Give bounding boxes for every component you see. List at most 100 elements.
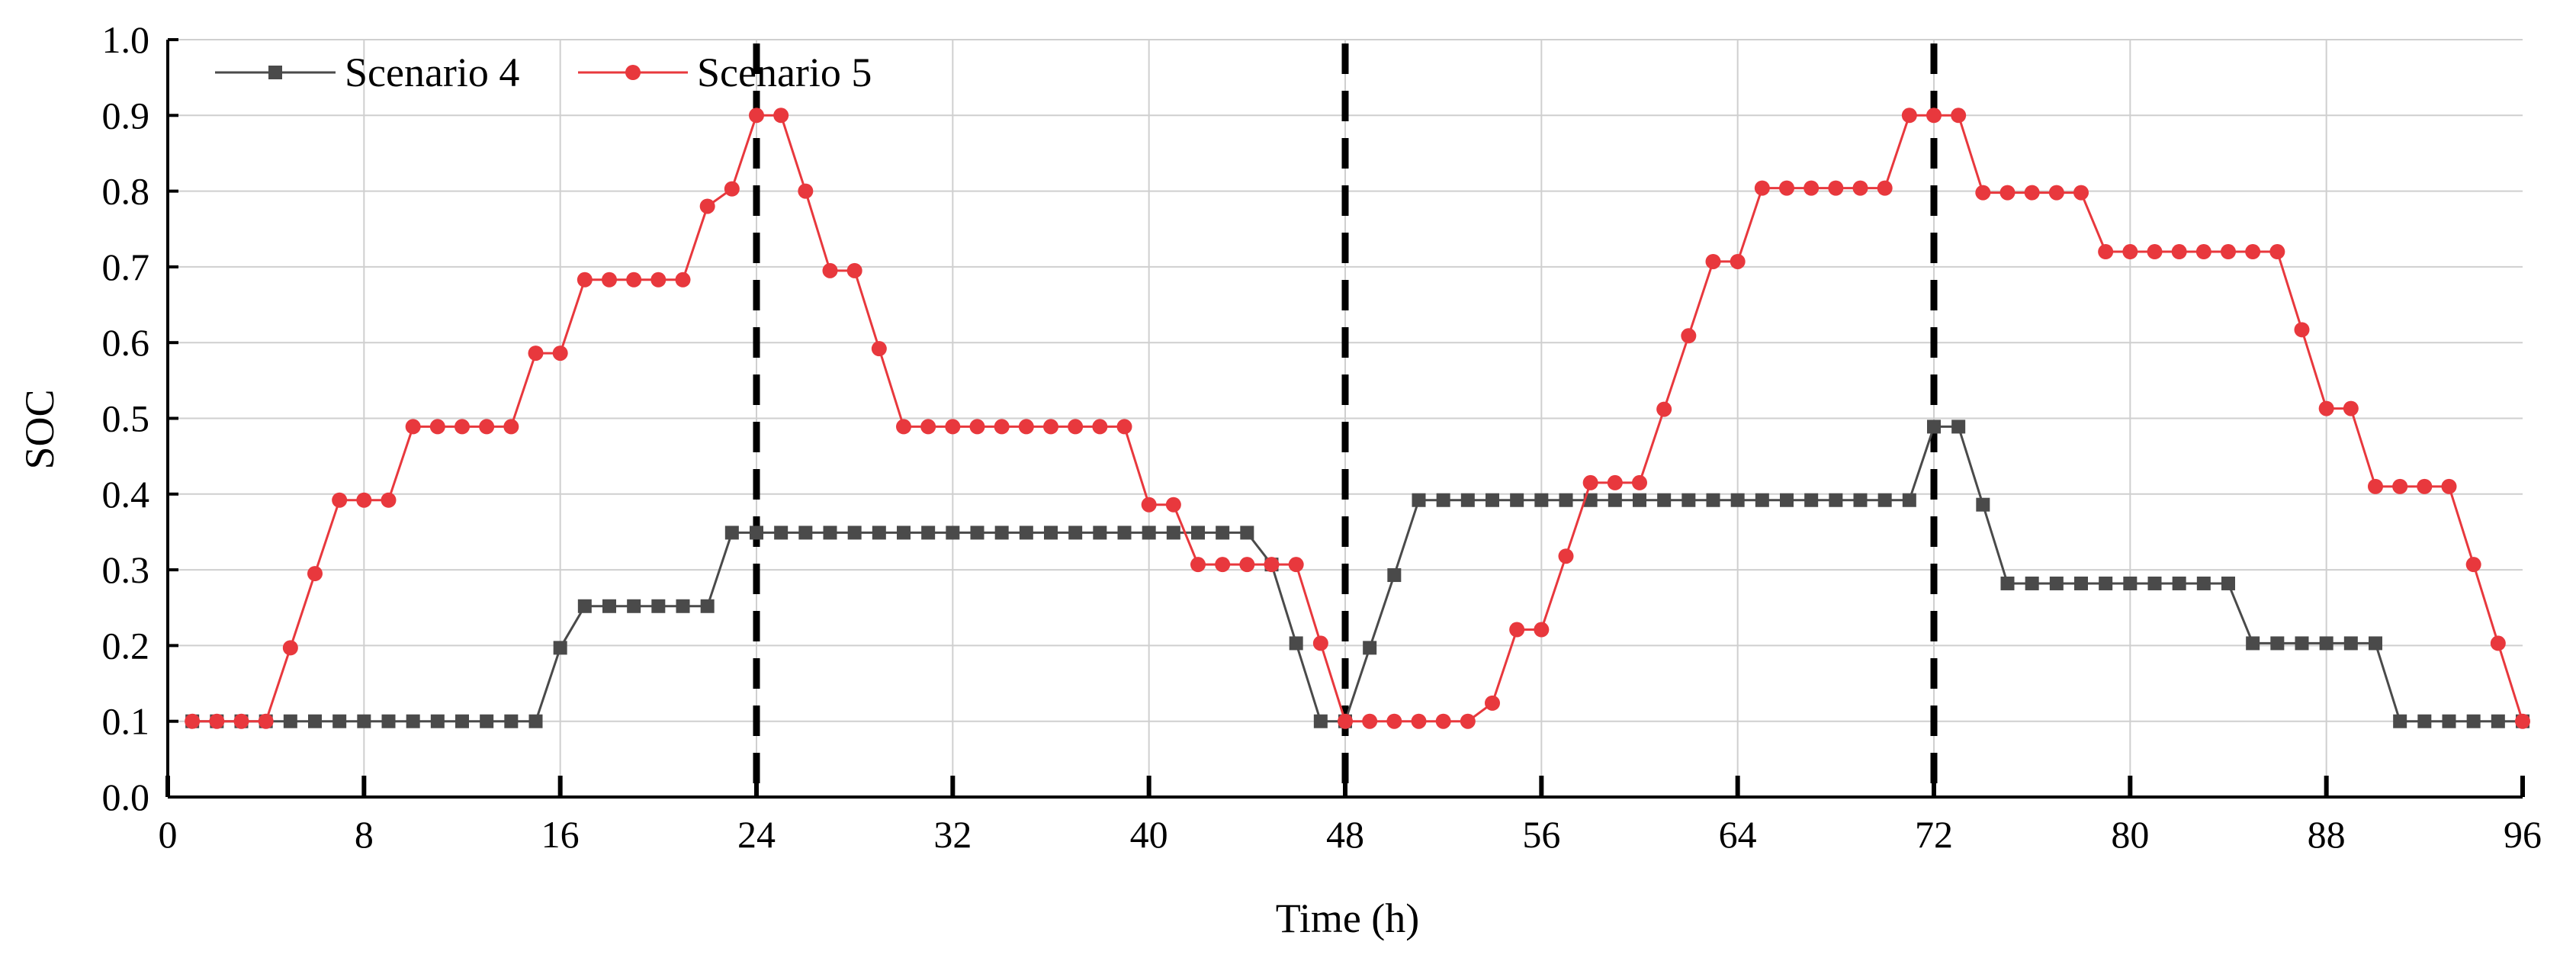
data-point [1828,180,1844,196]
data-point [2171,244,2187,260]
x-tick-label: 8 [355,813,374,856]
data-point [1386,713,1402,729]
data-point [1633,493,1646,507]
data-point [2147,244,2163,260]
data-point [2466,714,2481,728]
data-point [700,599,715,613]
data-point [381,714,396,728]
data-point [749,108,764,124]
data-point [846,262,862,278]
data-point [1239,557,1255,573]
legend: Scenario 4 Scenario 5 [215,50,872,95]
data-point [2318,400,2334,416]
data-point [282,640,298,656]
data-point [503,419,519,435]
data-point [2343,400,2359,416]
data-point [773,108,789,124]
data-point [1240,525,1254,540]
data-point [1534,622,1550,638]
data-point [2000,576,2015,590]
legend-marker [268,66,282,79]
data-point [1999,185,2016,201]
data-point [233,713,249,729]
series-2 [185,108,2530,729]
data-point [651,599,666,613]
y-tick-label: 0.4 [102,473,150,516]
data-point [283,714,297,728]
x-tick-label: 72 [1915,813,1953,856]
data-point [577,599,592,613]
data-point [1362,713,1378,729]
data-point [970,525,984,540]
data-point [2490,635,2506,651]
data-point [872,525,886,540]
data-point [552,346,568,362]
data-point [1607,474,1623,490]
data-point [1582,474,1598,490]
data-point [1460,713,1476,729]
data-point [1705,253,1721,269]
data-point [798,525,813,540]
x-tick-label: 48 [1326,813,1364,856]
data-point [2221,244,2236,260]
data-point [969,419,985,435]
data-point [675,272,691,288]
data-point [1141,497,1157,513]
data-point [1313,714,1328,728]
data-point [2465,557,2481,573]
data-point [823,525,837,540]
data-point [1877,493,1892,507]
y-tick-label: 0.1 [102,700,150,743]
data-point [2172,576,2186,590]
x-tick-label: 24 [737,813,776,856]
data-point [1804,180,1820,196]
data-point [1902,493,1916,507]
data-point [1216,525,1230,540]
data-point [774,525,789,540]
data-point [1509,622,1525,638]
data-point [2442,714,2456,728]
data-point [2049,576,2064,590]
data-point [1019,525,1033,540]
data-point [1780,493,1794,507]
data-point [1093,525,1107,540]
x-tick-label: 64 [1719,813,1757,856]
data-point [1485,695,1500,711]
data-point [1632,474,1647,490]
data-point [1412,493,1426,507]
data-point [1681,328,1697,344]
data-point [1486,493,1499,507]
data-point [1435,713,1451,729]
data-point [430,714,445,728]
data-point [2269,244,2285,260]
data-point [2392,478,2408,494]
data-point [798,183,814,199]
legend-item-2: Scenario 5 [578,50,872,95]
data-point [1289,636,1303,651]
data-point [1068,525,1083,540]
data-point [945,419,961,435]
data-point [1730,253,1746,269]
data-point [1755,493,1769,507]
data-point [479,419,495,435]
data-point [1583,493,1598,507]
data-point [1534,493,1549,507]
data-point [2123,576,2138,590]
y-tick-label: 0.5 [102,397,150,440]
data-point [2048,185,2064,201]
data-point [2294,322,2310,338]
data-point [1288,557,1304,573]
data-point [1018,419,1034,435]
x-tick-label: 96 [2504,813,2542,856]
data-point [2491,714,2505,728]
data-point [1338,713,1353,729]
data-point [1436,493,1450,507]
data-point [1411,713,1427,729]
data-point [994,525,1009,540]
data-point [1951,419,1966,434]
legend-label: Scenario 5 [697,50,872,95]
y-axis-title: SOC [17,389,63,469]
data-point [1730,493,1745,507]
data-point [454,419,470,435]
data-point [626,272,642,288]
